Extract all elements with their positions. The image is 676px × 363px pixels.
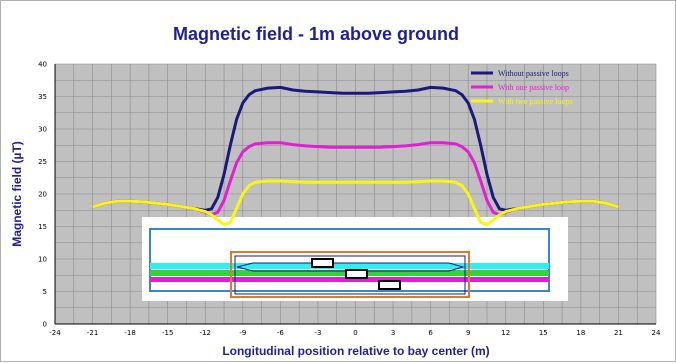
inset-border xyxy=(149,228,550,292)
inset-bay-outline xyxy=(230,251,470,298)
y-axis-label: Magnetic field (µT) xyxy=(10,141,24,247)
y-tick-label: 5 xyxy=(43,288,47,296)
inset-bay-inner xyxy=(234,255,466,295)
axes xyxy=(54,64,656,325)
x-tick-label: -6 xyxy=(277,329,285,337)
y-tick-label: 35 xyxy=(38,93,47,101)
x-tick-label: -18 xyxy=(124,329,135,337)
x-tick-label: -3 xyxy=(314,329,321,337)
tick-labels: -24 -21 -18 -15 -12 -9 -6 -3 0 3 6 9 12 15 18 21 24 0 5 10 1… xyxy=(38,61,661,338)
y-tick-label: 30 xyxy=(38,126,47,134)
x-tick-label: 6 xyxy=(428,329,433,337)
inset-panel xyxy=(142,217,568,301)
y-tick-label: 0 xyxy=(43,321,47,329)
y-tick-label: 10 xyxy=(38,256,47,264)
y-tick-label: 15 xyxy=(38,223,47,231)
inset-conductor-line xyxy=(236,262,465,272)
legend: Without passive loops With one passive lo… xyxy=(471,69,573,106)
y-tick-label: 40 xyxy=(38,61,47,69)
x-tick-label: 24 xyxy=(652,329,661,337)
series-line-3 xyxy=(92,179,619,227)
x-tick-label: 21 xyxy=(614,329,623,337)
legend-label-2: With one passive loop xyxy=(498,83,569,92)
x-tick-label: 3 xyxy=(391,329,395,337)
y-tick-label: 25 xyxy=(38,158,47,166)
chart-title: Magnetic field - 1m above ground xyxy=(173,24,459,44)
inset-magenta-band xyxy=(150,277,549,282)
y-tick-label: 20 xyxy=(38,191,47,199)
x-tick-label: 18 xyxy=(576,329,585,337)
x-tick-label: 12 xyxy=(501,329,510,337)
inset-box-3 xyxy=(378,280,401,290)
legend-label-1: Without passive loops xyxy=(498,69,569,78)
x-axis-label: Longitudinal position relative to bay ce… xyxy=(222,344,489,358)
x-tick-label: 9 xyxy=(466,329,470,337)
bay-layout-inset xyxy=(142,217,568,301)
x-tick-label: -24 xyxy=(49,329,61,337)
x-tick-label: -21 xyxy=(87,329,98,337)
inset-box-2 xyxy=(345,269,368,279)
x-tick-label: 15 xyxy=(539,329,548,337)
series-layer xyxy=(92,85,619,227)
inset-cyan-band xyxy=(150,263,549,269)
x-tick-label: -15 xyxy=(162,329,173,337)
inset-box-1 xyxy=(311,258,334,268)
x-tick-label: -9 xyxy=(239,329,246,337)
x-tick-label: 0 xyxy=(353,329,357,337)
legend-label-3: With two passive loops xyxy=(498,97,573,106)
x-tick-label: -12 xyxy=(200,329,211,337)
